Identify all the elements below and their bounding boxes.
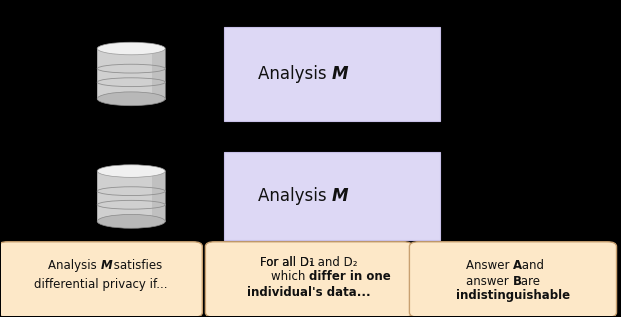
FancyBboxPatch shape (224, 152, 440, 240)
Polygon shape (97, 171, 165, 221)
Polygon shape (97, 49, 165, 99)
Text: individual's data...: individual's data... (247, 286, 371, 299)
Text: and: and (518, 259, 544, 272)
Text: A: A (513, 259, 522, 272)
Text: are: are (517, 275, 540, 288)
Polygon shape (152, 171, 165, 221)
Ellipse shape (97, 42, 165, 55)
Text: For all D: For all D (260, 256, 309, 269)
Text: differential privacy if...: differential privacy if... (34, 278, 167, 291)
Text: Analysis: Analysis (258, 65, 332, 83)
Text: Μ: Μ (332, 65, 348, 83)
Ellipse shape (97, 214, 165, 228)
Polygon shape (97, 171, 111, 221)
Text: Answer: Answer (466, 259, 513, 272)
Text: 1  and D: 1 and D (309, 256, 359, 269)
Polygon shape (97, 49, 111, 99)
Text: Analysis: Analysis (258, 187, 332, 205)
Text: Analysis: Analysis (48, 259, 101, 272)
Polygon shape (152, 49, 165, 99)
Text: indistinguishable: indistinguishable (456, 289, 570, 302)
Text: which: which (271, 270, 309, 283)
Text: answer: answer (466, 275, 513, 288)
Text: differ in one: differ in one (309, 270, 391, 283)
Text: Μ: Μ (101, 259, 112, 272)
Text: satisfies: satisfies (109, 259, 162, 272)
Text: For all D₁ and D₂: For all D₁ and D₂ (260, 256, 358, 269)
Ellipse shape (97, 92, 165, 106)
Text: Μ: Μ (332, 187, 348, 205)
FancyBboxPatch shape (224, 27, 440, 121)
Text: 1: 1 (309, 258, 315, 268)
FancyBboxPatch shape (206, 242, 412, 317)
FancyBboxPatch shape (0, 242, 202, 317)
Ellipse shape (97, 165, 165, 177)
FancyBboxPatch shape (409, 242, 617, 317)
Text: B: B (513, 275, 522, 288)
